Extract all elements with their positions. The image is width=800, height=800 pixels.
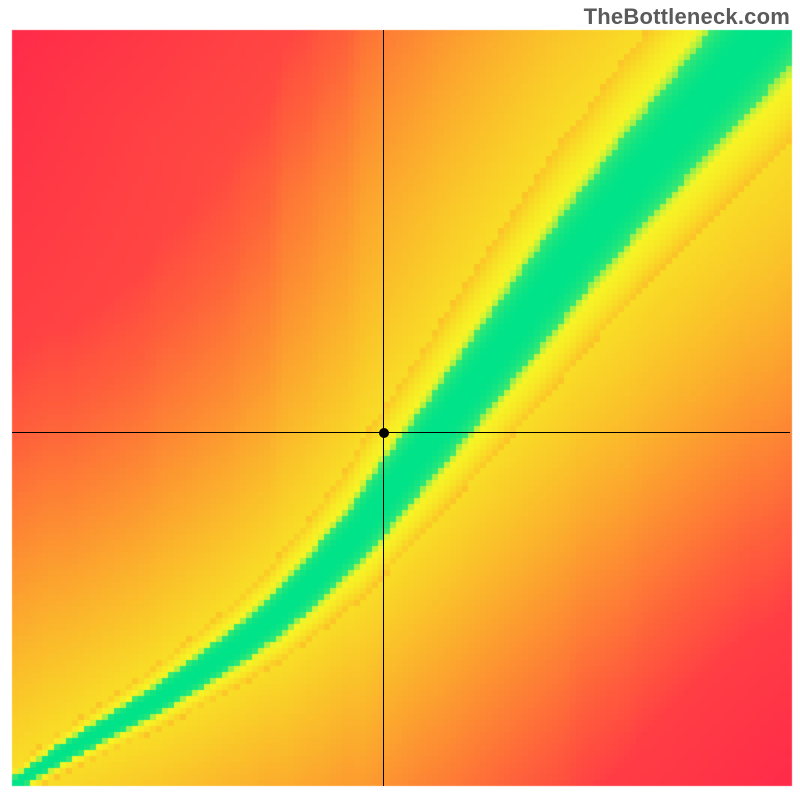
chart-container: TheBottleneck.com — [0, 0, 800, 800]
watermark-text: TheBottleneck.com — [584, 4, 790, 30]
crosshair-horizontal — [12, 432, 790, 433]
bottleneck-heatmap — [0, 0, 800, 800]
crosshair-marker — [379, 428, 389, 438]
crosshair-vertical — [383, 30, 384, 786]
